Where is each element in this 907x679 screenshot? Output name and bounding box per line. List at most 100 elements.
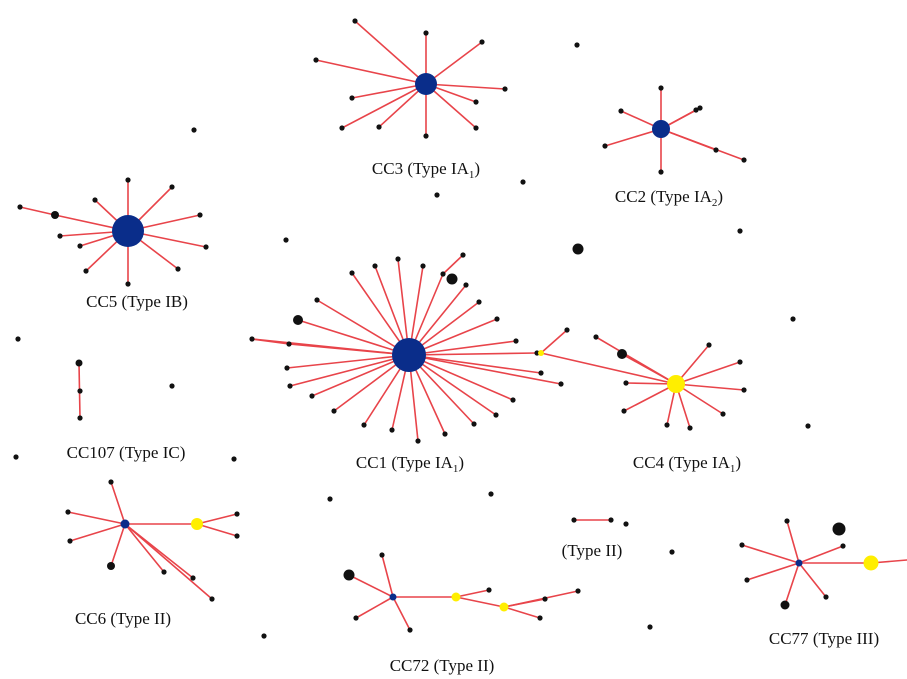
edge: [351, 83, 427, 99]
leaf-node: [17, 204, 23, 210]
isolate-node: [574, 42, 580, 48]
leaf-node: [621, 408, 627, 414]
edge: [675, 383, 745, 391]
edge: [786, 520, 800, 564]
leaf-node: [77, 388, 83, 394]
edge: [660, 128, 745, 161]
isolate-node: [737, 228, 743, 234]
leaf-node: [473, 99, 479, 105]
founder-node-cc1: [392, 338, 426, 372]
leaf-node: [284, 365, 290, 371]
leaf-node: [190, 575, 196, 581]
edge: [784, 562, 800, 606]
edge: [408, 354, 562, 385]
leaf-node: [440, 271, 446, 277]
leaf-node: [407, 627, 413, 633]
leaf-node: [720, 411, 726, 417]
isolate-node: [15, 336, 21, 342]
edge: [354, 20, 427, 85]
edges-layer: [19, 20, 907, 631]
edge: [540, 352, 677, 385]
leaf-node: [175, 266, 181, 272]
leaf-node: [571, 517, 577, 523]
edge: [286, 354, 410, 369]
leaf-node: [420, 263, 426, 269]
leaf-node: [513, 338, 519, 344]
leaf-node: [314, 297, 320, 303]
leaf-node: [352, 18, 358, 24]
isolate-node: [572, 243, 584, 255]
leaf-node: [209, 596, 215, 602]
leaf-node: [463, 282, 469, 288]
edge: [425, 83, 506, 90]
label-cc72: CC72 (Type II): [390, 656, 495, 675]
leaf-node: [203, 244, 209, 250]
leaf-node: [361, 422, 367, 428]
leaf-node: [479, 39, 485, 45]
intermediate-node: [538, 350, 544, 356]
edge: [455, 589, 490, 598]
leaf-node: [57, 233, 63, 239]
edge: [798, 562, 827, 598]
leaf-node: [349, 95, 355, 101]
leaf-node: [658, 169, 664, 175]
leaf-node: [446, 273, 458, 285]
leaf-node: [623, 380, 629, 386]
edge: [311, 354, 410, 397]
intermediate-node: [863, 555, 879, 571]
leaf-node: [331, 408, 337, 414]
edge: [69, 523, 126, 542]
leaf-node: [234, 533, 240, 539]
leaf-node: [161, 569, 167, 575]
leaf-node: [287, 383, 293, 389]
founder-node-cc77: [795, 559, 803, 567]
leaf-node: [286, 341, 292, 347]
edge: [196, 513, 238, 525]
isolate-node: [805, 423, 811, 429]
label-cc3: CC3 (Type IA1): [372, 159, 480, 181]
leaf-node: [313, 57, 319, 63]
intermediate-node: [499, 602, 509, 612]
isolate-node: [647, 624, 653, 630]
edge: [425, 41, 483, 85]
edge: [425, 83, 477, 129]
edge: [408, 354, 542, 374]
leaf-node: [92, 197, 98, 203]
leaf-node: [67, 538, 73, 544]
leaf-node: [502, 86, 508, 92]
edge: [746, 562, 800, 581]
isolate-node: [623, 521, 629, 527]
leaf-node: [473, 125, 479, 131]
leaf-node: [77, 243, 83, 249]
edge: [623, 383, 677, 412]
leaf-node: [494, 316, 500, 322]
leaf-node: [423, 133, 429, 139]
leaf-node: [737, 359, 743, 365]
isolate-node: [669, 549, 675, 555]
edge: [110, 523, 126, 567]
edge: [348, 574, 394, 598]
leaf-node: [593, 334, 599, 340]
leaf-node: [693, 107, 699, 113]
leaf-node: [51, 211, 59, 219]
edge: [315, 59, 427, 85]
leaf-node: [510, 397, 516, 403]
edge: [124, 523, 165, 573]
leaf-node: [125, 177, 131, 183]
leaf-node: [442, 431, 448, 437]
leaf-node: [608, 517, 614, 523]
founder-node-cc4: [667, 375, 685, 393]
leaf-node: [538, 370, 544, 376]
leaf-node: [558, 381, 564, 387]
isolate-node: [283, 237, 289, 243]
edge: [408, 354, 497, 416]
leaf-node: [379, 552, 385, 558]
leaf-node: [476, 299, 482, 305]
leaf-node: [77, 415, 83, 421]
label-cc4: CC4 (Type IA1): [633, 453, 741, 475]
edge: [316, 299, 410, 356]
leaf-node: [197, 212, 203, 218]
edge: [19, 206, 56, 216]
leaf-node: [713, 147, 719, 153]
